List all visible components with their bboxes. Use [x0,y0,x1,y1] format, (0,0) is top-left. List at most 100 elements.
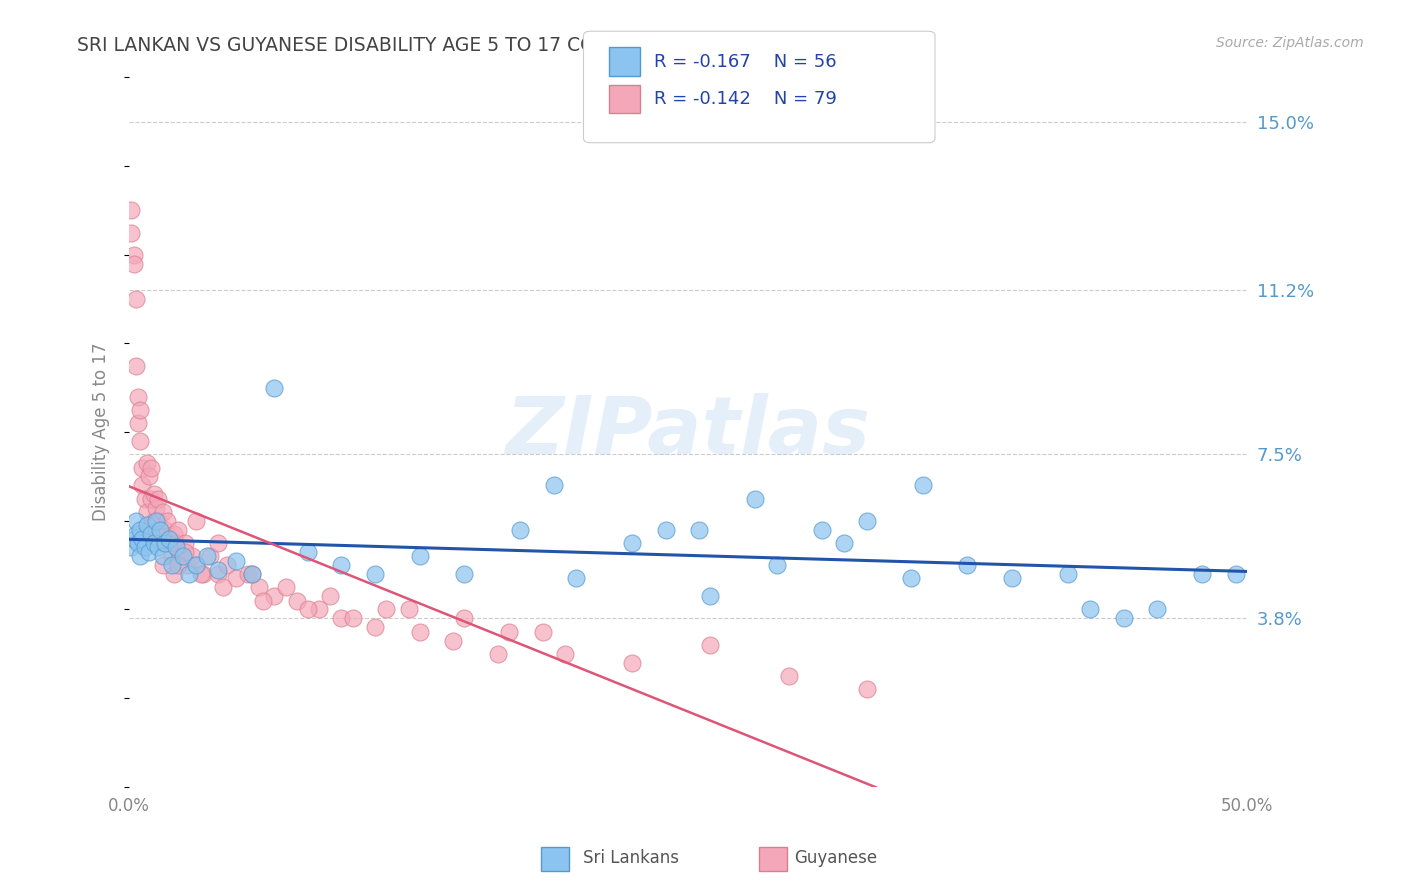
Point [165,536,187,550]
Point [145,514,167,528]
Point [1112,611,1135,625]
Point [453,611,475,625]
Point [125,514,148,528]
Point [122,257,145,271]
Point [186,514,208,528]
Point [263,381,285,395]
Point [163,567,186,582]
Point [297,602,319,616]
Point [217,558,239,573]
Point [145,523,167,537]
Point [186,558,208,573]
Text: R = -0.142    N = 79: R = -0.142 N = 79 [654,90,837,108]
Point [142,487,165,501]
Point [453,567,475,582]
Point [1191,567,1213,582]
Point [134,541,156,555]
Point [811,523,834,537]
Point [131,460,153,475]
Point [236,567,259,582]
Point [688,523,710,537]
Point [565,571,588,585]
Point [174,545,197,559]
Point [125,359,148,373]
Point [409,624,432,639]
Text: Guyanese: Guyanese [794,849,877,867]
Point [554,647,576,661]
Point [654,523,676,537]
Point [149,523,172,537]
Point [167,523,190,537]
Point [157,536,180,550]
Point [157,532,180,546]
Point [744,491,766,506]
Point [621,536,644,550]
Point [778,669,800,683]
Point [136,456,159,470]
Point [956,558,979,573]
Point [163,527,186,541]
Point [543,478,565,492]
Point [129,434,152,448]
Point [134,491,156,506]
Point [207,563,229,577]
Point [240,567,263,582]
Point [195,549,218,564]
Point [136,518,159,533]
Point [308,602,330,616]
Point [138,523,160,537]
Point [699,589,721,603]
Point [1078,602,1101,616]
Point [621,656,644,670]
Point [176,558,198,573]
Point [131,478,153,492]
Point [125,292,148,306]
Point [120,226,142,240]
Point [509,523,531,537]
Point [138,545,160,559]
Point [152,549,174,564]
Point [167,558,190,573]
Point [125,527,148,541]
Point [145,500,167,515]
Point [153,523,176,537]
Point [129,523,152,537]
Point [174,536,197,550]
Point [141,460,163,475]
Point [165,541,187,555]
Point [141,527,163,541]
Point [1001,571,1024,585]
Point [834,536,856,550]
Point [855,682,877,697]
Point [120,541,142,555]
Point [342,611,364,625]
Point [441,633,464,648]
Point [142,536,165,550]
Point [263,589,285,603]
Point [364,620,387,634]
Point [160,558,183,573]
Point [1057,567,1080,582]
Point [120,203,142,218]
Point [1146,602,1168,616]
Point [191,567,214,582]
Point [699,638,721,652]
Point [1225,567,1247,582]
Point [160,549,183,564]
Point [127,536,149,550]
Point [186,558,208,573]
Text: Sri Lankans: Sri Lankans [583,849,679,867]
Point [212,580,235,594]
Point [900,571,922,585]
Point [207,536,229,550]
Point [911,478,934,492]
Text: ZIPatlas: ZIPatlas [505,393,870,471]
Point [149,527,172,541]
Point [330,558,353,573]
Point [129,403,152,417]
Text: R = -0.167    N = 56: R = -0.167 N = 56 [654,53,837,70]
Point [398,602,420,616]
Point [152,505,174,519]
Point [146,541,169,555]
Point [129,549,152,564]
